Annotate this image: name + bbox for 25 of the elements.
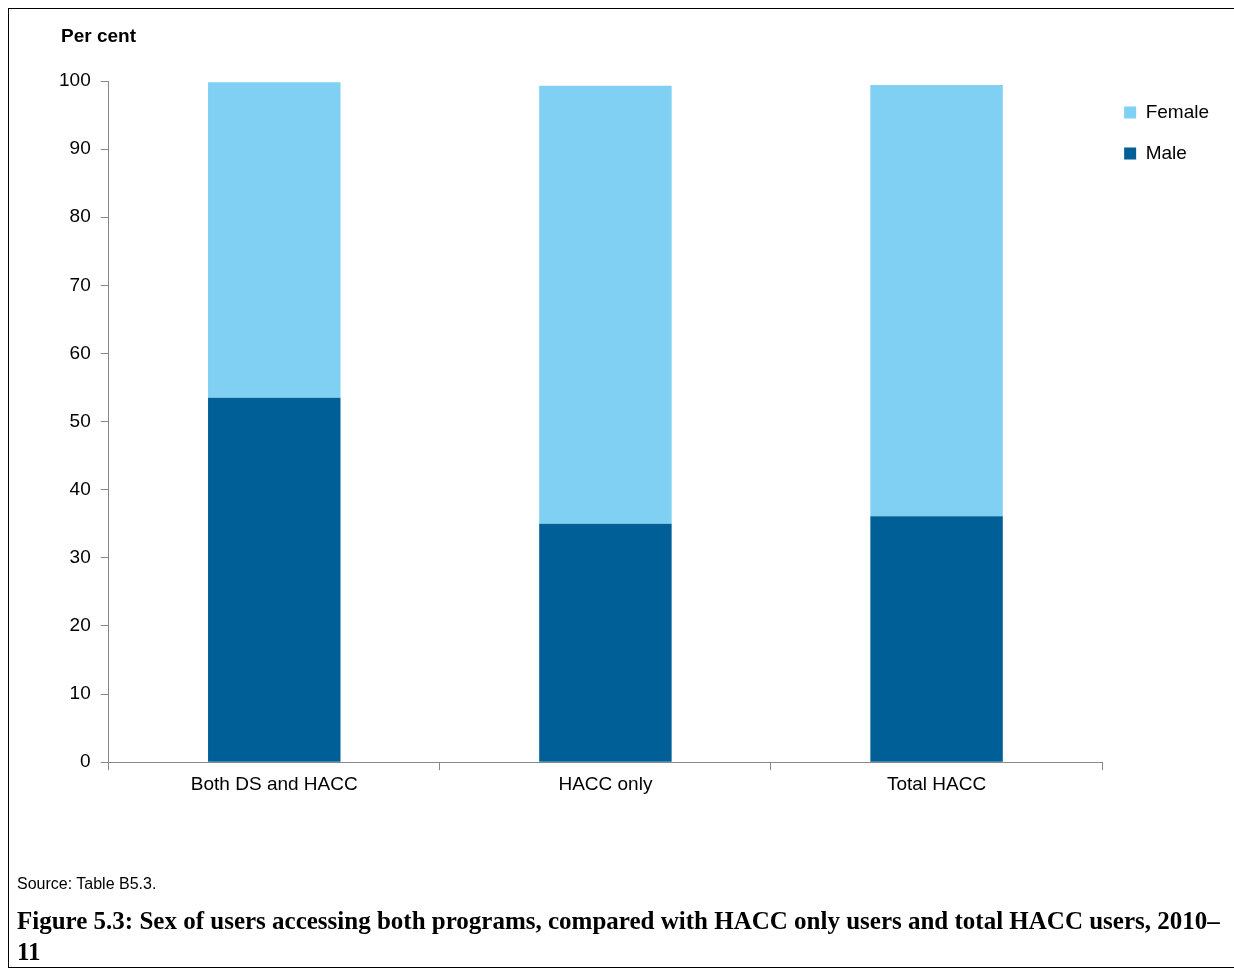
x-tick-label: HACC only [558, 772, 653, 794]
bar [208, 397, 341, 762]
y-tick-label: 10 [69, 682, 91, 704]
y-tick-label: 30 [69, 546, 91, 568]
x-tick-label: Total HACC [886, 772, 987, 794]
y-tick-label: 80 [69, 205, 91, 227]
y-tick-label: 50 [69, 409, 91, 431]
y-tick-label: 20 [69, 614, 91, 636]
y-tick-label: 0 [80, 750, 91, 772]
y-tick-label: 70 [69, 273, 91, 295]
y-tick-label: 90 [69, 137, 91, 159]
source-note: Source: Table B5.3. [17, 875, 158, 893]
legend-label: Male [1145, 141, 1187, 163]
bar [539, 85, 672, 524]
y-tick-label: 60 [69, 341, 91, 363]
bar [539, 523, 672, 762]
text: Figure 5.3: Sex of users accessing both programs, compared with HACC only users and total HACC users, 2010–11 [17, 906, 1221, 967]
y-tick-label: 40 [69, 477, 91, 499]
legend-label: Female [1145, 100, 1209, 122]
x-tick-label: Both DS and HACC [190, 772, 358, 794]
bar [208, 82, 341, 398]
bar [870, 516, 1003, 762]
bar [870, 85, 1003, 517]
y-tick-label: 100 [59, 69, 91, 91]
y-axis-title: Per cent [61, 25, 136, 47]
